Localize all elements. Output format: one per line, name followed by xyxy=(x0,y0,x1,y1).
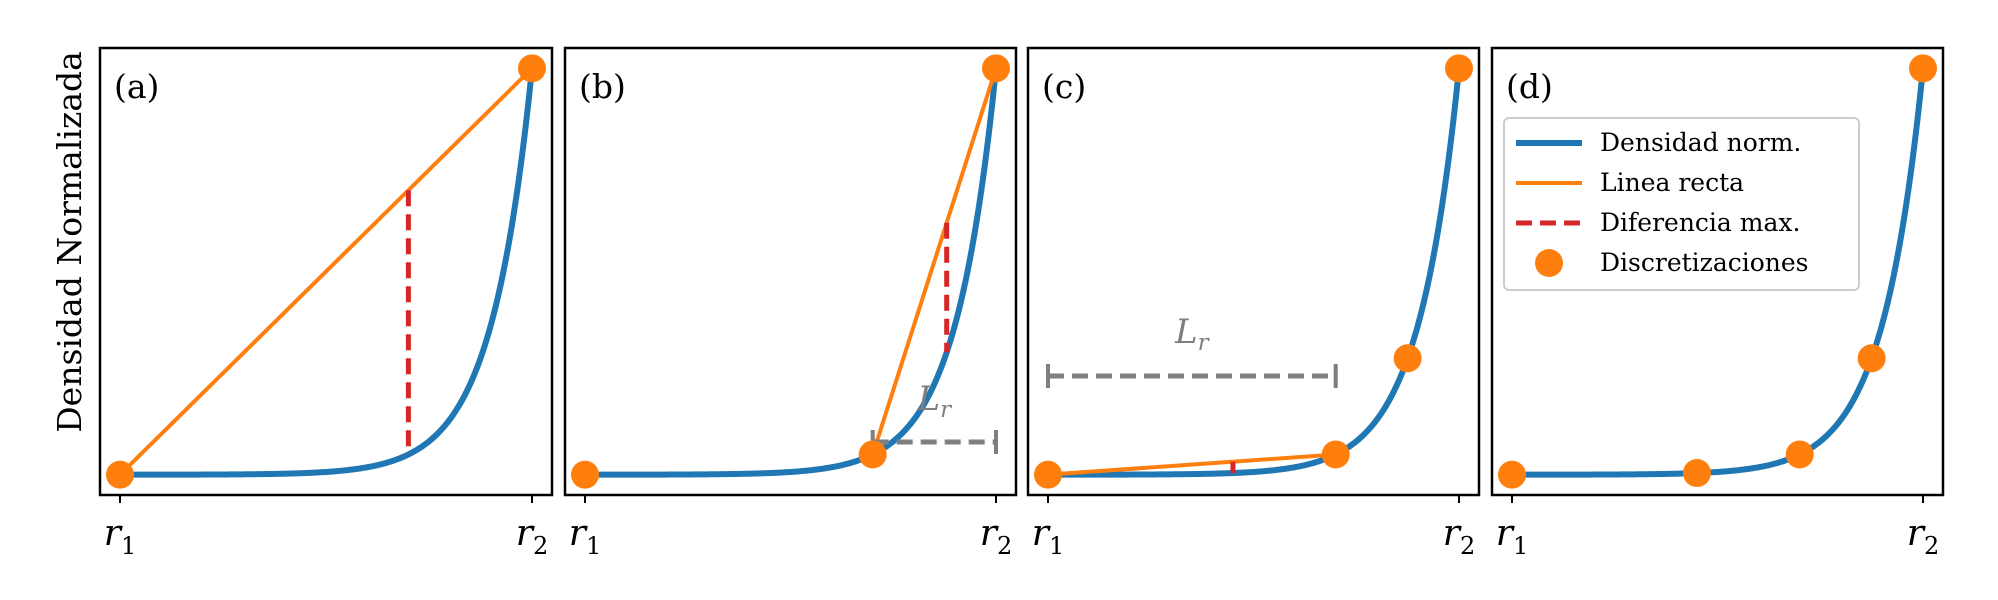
panel-a: (a) r1 r2 xyxy=(98,46,554,560)
lr-label: Lr xyxy=(1174,312,1211,356)
x-tick-label: r2 xyxy=(980,513,1013,560)
legend-label: Densidad norm. xyxy=(1600,128,1801,157)
density-curve xyxy=(1046,68,1462,478)
panel-label: (c) xyxy=(1042,67,1086,106)
x-tick-label: r1 xyxy=(104,513,137,560)
discretization-point xyxy=(1034,460,1062,489)
panel-d: (d) r1 r2 Densidad norm. Linea recta Diferenc… xyxy=(1490,46,1945,560)
axes-frame xyxy=(98,46,554,497)
discretization-point xyxy=(1498,460,1526,489)
discretization-point xyxy=(1321,440,1350,469)
legend: Densidad norm. Linea recta Diferencia max.… xyxy=(1503,117,1860,291)
panel-c: Lr (c) r1 r2 xyxy=(1026,46,1481,560)
discretization-point xyxy=(106,460,134,489)
x-tick-label: r1 xyxy=(1032,513,1065,560)
density-curve xyxy=(1510,68,1926,478)
discretization-point xyxy=(1393,344,1422,373)
panel-label: (a) xyxy=(114,67,159,106)
axes-frame xyxy=(563,46,1018,497)
x-tick-label: r2 xyxy=(516,513,549,560)
straight-line xyxy=(870,67,998,456)
density-curve xyxy=(583,68,999,478)
panels: (a) r1 r2 Lr (b) r1 r2 Lr (c) r1 r2 (d) r1 r2 Densidad… xyxy=(98,46,1945,560)
discretization-point xyxy=(1445,54,1473,83)
discretization-point xyxy=(518,54,546,83)
legend-label: Discretizaciones xyxy=(1600,248,1809,277)
legend-label: Linea recta xyxy=(1600,168,1744,197)
x-tick-label: r1 xyxy=(1496,513,1529,560)
x-tick-label: r2 xyxy=(1443,513,1476,560)
legend-label: Diferencia max. xyxy=(1600,208,1800,237)
discretization-point xyxy=(1785,440,1814,469)
density-curve xyxy=(118,68,535,478)
legend-swatch-marker xyxy=(1535,249,1563,277)
straight-line xyxy=(118,66,534,477)
straight-line xyxy=(1047,452,1336,477)
discretization-point xyxy=(1682,459,1711,488)
panel-label: (b) xyxy=(579,67,626,106)
discretization-point xyxy=(1857,344,1886,373)
panel-b: Lr (b) r1 r2 xyxy=(563,46,1018,560)
axes-frame xyxy=(1490,46,1945,497)
axes-frame xyxy=(1026,46,1481,497)
x-tick-label: r2 xyxy=(1907,513,1940,560)
discretization-point xyxy=(571,460,599,489)
x-tick-label: r1 xyxy=(569,513,602,560)
discretization-point xyxy=(1909,54,1937,83)
discretization-point xyxy=(982,54,1010,83)
y-axis-label: Densidad Normalizada xyxy=(50,51,89,433)
lr-label: Lr xyxy=(917,379,954,423)
discretization-point xyxy=(858,440,887,469)
legend-box xyxy=(1503,117,1860,291)
panel-label: (d) xyxy=(1506,67,1553,106)
